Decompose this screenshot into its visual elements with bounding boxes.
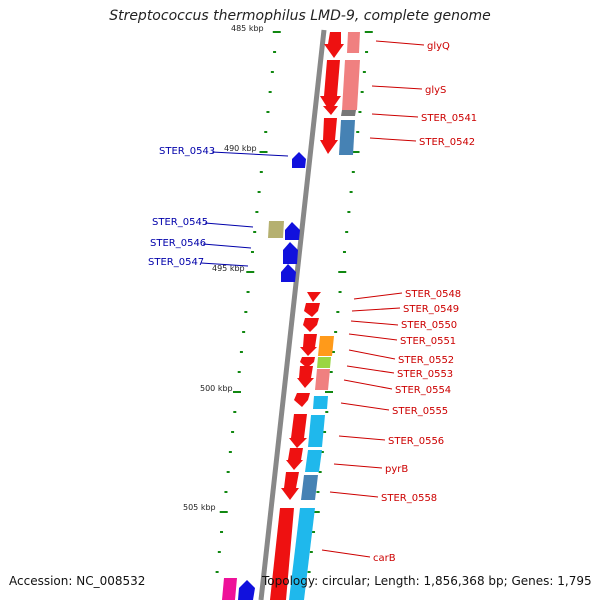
- connector-STER_0551: [348, 333, 398, 341]
- kbp-label-485: 485 kbp: [231, 24, 264, 33]
- gene-arrow-STER_0547[interactable]: [281, 264, 296, 282]
- forward-genes: [270, 32, 344, 600]
- gene-arrow-STER_0545[interactable]: [285, 222, 300, 240]
- gene-label-STER_0545[interactable]: STER_0545: [152, 217, 208, 228]
- genome-backbone: [258, 29, 327, 600]
- reverse-genes: [222, 152, 306, 600]
- gene-label-STER_0558[interactable]: STER_0558: [381, 493, 437, 504]
- gene-block-STER_0545[interactable]: [268, 221, 284, 238]
- feature-block: [289, 508, 315, 600]
- tick-tracks: [215, 31, 373, 573]
- connector-STER_0545: [204, 222, 254, 228]
- kbp-label-495: 495 kbp: [212, 264, 245, 273]
- gene-label-STER_0556[interactable]: STER_0556: [388, 436, 444, 447]
- connector-STER_0552: [348, 349, 396, 360]
- connector-STER_0553: [346, 365, 395, 374]
- gene-arrow-STER_0541[interactable]: [323, 106, 338, 115]
- connector-STER_0543: [211, 151, 289, 157]
- connector-glyS: [371, 85, 423, 90]
- connector-STER_0542: [369, 137, 417, 142]
- left-gene-labels: STER_0543 STER_0545 STER_0546 STER_0547: [148, 146, 215, 268]
- gene-arrow-STER_0552[interactable]: [300, 357, 315, 368]
- gene-block-magenta[interactable]: [222, 578, 237, 600]
- connector-STER_0547: [200, 262, 249, 267]
- connector-STER_0554: [343, 379, 393, 390]
- connector-STER_0541: [371, 113, 419, 118]
- gene-arrow-glyQ[interactable]: [324, 32, 344, 58]
- gene-label-STER_0546[interactable]: STER_0546: [150, 238, 206, 249]
- feature-block: [305, 450, 322, 472]
- connector-STER_0556: [338, 435, 386, 441]
- feature-block: [347, 32, 360, 53]
- gene-arrow-glyS[interactable]: [320, 60, 341, 112]
- gene-label-glyQ[interactable]: glyQ: [427, 41, 450, 52]
- feature-block: [317, 357, 331, 368]
- gene-arrow-STER_0558[interactable]: [281, 472, 299, 500]
- gene-arrow-STER_0553[interactable]: [297, 366, 314, 388]
- gene-label-STER_0547[interactable]: STER_0547: [148, 257, 204, 268]
- feature-block: [308, 415, 325, 447]
- gene-arrow-pyrB[interactable]: [286, 448, 303, 470]
- gene-arrow-bottom[interactable]: [238, 580, 255, 600]
- gene-arrow-STER_0550[interactable]: [303, 318, 319, 332]
- feature-block: [301, 475, 318, 500]
- gene-arrow-STER_0551[interactable]: [300, 334, 317, 356]
- gene-label-STER_0550[interactable]: STER_0550: [401, 320, 457, 331]
- gene-label-STER_0554[interactable]: STER_0554: [395, 385, 451, 396]
- feature-block: [318, 336, 334, 356]
- gene-label-STER_0552[interactable]: STER_0552: [398, 355, 454, 366]
- gene-label-STER_0553[interactable]: STER_0553: [397, 369, 453, 380]
- connector-STER_0555: [340, 402, 390, 411]
- topology-text: Topology: circular; Length: 1,856,368 bp…: [262, 574, 592, 588]
- connector-STER_0549: [351, 307, 401, 312]
- gene-arrow-STER_0546[interactable]: [283, 242, 298, 264]
- gene-label-pyrB[interactable]: pyrB: [385, 464, 408, 475]
- gene-label-STER_0555[interactable]: STER_0555: [392, 406, 448, 417]
- gene-arrow-STER_0549[interactable]: [304, 303, 320, 317]
- label-connectors: [200, 40, 425, 558]
- connector-STER_0546: [202, 243, 252, 249]
- gene-arrow-STER_0556[interactable]: [289, 414, 307, 448]
- gene-arrow-STER_0543[interactable]: [292, 152, 306, 168]
- connector-STER_0548: [353, 292, 403, 300]
- feature-block: [341, 110, 356, 116]
- gene-label-STER_0549[interactable]: STER_0549: [403, 304, 459, 315]
- kbp-label-490: 490 kbp: [224, 144, 257, 153]
- connector-STER_0550: [350, 320, 399, 326]
- connector-STER_0558: [329, 491, 379, 498]
- kbp-label-505: 505 kbp: [183, 503, 216, 512]
- map-title: Streptococcus thermophilus LMD-9, comple…: [109, 8, 491, 24]
- connector-pyrB: [333, 463, 383, 469]
- feature-block: [339, 120, 355, 155]
- right-gene-labels: glyQ glyS STER_0541 STER_0542 STER_0548 …: [373, 41, 477, 564]
- connector-glyQ: [375, 40, 425, 46]
- feature-blocks: [289, 32, 360, 600]
- gene-label-STER_0551[interactable]: STER_0551: [400, 336, 456, 347]
- gene-label-STER_0541[interactable]: STER_0541: [421, 113, 477, 124]
- gene-label-glyS[interactable]: glyS: [425, 85, 446, 96]
- gene-label-carB[interactable]: carB: [373, 553, 396, 564]
- gene-arrow-carB[interactable]: [270, 508, 294, 600]
- feature-block: [315, 369, 330, 390]
- gene-arrow-STER_0548[interactable]: [307, 292, 321, 302]
- feature-block: [342, 60, 360, 110]
- gene-arrow-STER_0542[interactable]: [320, 118, 338, 154]
- gene-label-STER_0543[interactable]: STER_0543: [159, 146, 215, 157]
- accession-text: Accession: NC_008532: [9, 574, 146, 588]
- gene-arrow-STER_0555[interactable]: [294, 393, 310, 407]
- connector-carB: [321, 549, 371, 558]
- gene-label-STER_0548[interactable]: STER_0548: [405, 289, 461, 300]
- kbp-label-500: 500 kbp: [200, 384, 233, 393]
- gene-label-STER_0542[interactable]: STER_0542: [419, 137, 475, 148]
- feature-block: [313, 396, 328, 409]
